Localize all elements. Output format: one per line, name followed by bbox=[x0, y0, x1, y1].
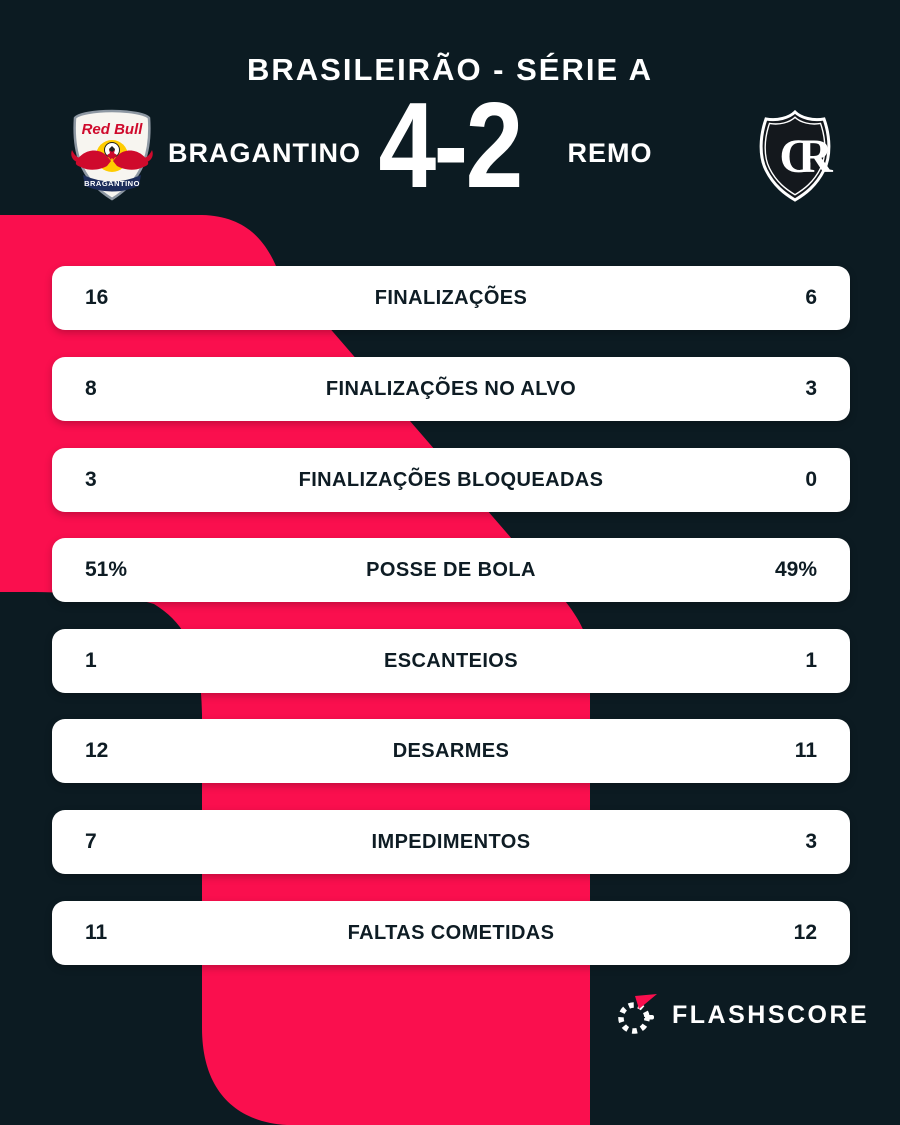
remo-logo: CR bbox=[759, 109, 845, 202]
away-stat-value: 11 bbox=[794, 739, 817, 762]
away-team-name: REMO bbox=[567, 138, 653, 168]
away-stat-value: 6 bbox=[805, 286, 817, 309]
score: 4-2 bbox=[0, 84, 900, 206]
stat-row-impedimentos: 7 IMPEDIMENTOS 3 bbox=[52, 810, 850, 874]
home-stat-value: 8 bbox=[85, 377, 97, 400]
flashscore-icon bbox=[618, 994, 657, 1034]
stat-label: ESCANTEIOS bbox=[383, 649, 519, 672]
score-separator: - bbox=[433, 77, 469, 213]
stat-label: IMPEDIMENTOS bbox=[371, 830, 531, 853]
stat-row-finalizacoes: 16 FINALIZAÇÕES 6 bbox=[52, 266, 850, 330]
score-digits: 4-2 bbox=[379, 84, 524, 206]
stat-row-finalizacoes-bloqueadas: 3 FINALIZAÇÕES BLOQUEADAS 0 bbox=[52, 448, 850, 512]
stat-row-escanteios: 1 ESCANTEIOS 1 bbox=[52, 629, 850, 693]
bragantino-banner bbox=[83, 175, 141, 192]
remo-shield bbox=[759, 109, 831, 202]
bragantino-logo: Red Bull BRAGANTINO bbox=[71, 109, 153, 201]
away-stat-value: 49% bbox=[774, 558, 817, 581]
redbull-wordmark: Red Bull bbox=[82, 121, 144, 138]
home-stat-value: 12 bbox=[85, 739, 109, 762]
away-score: 2 bbox=[465, 77, 524, 213]
home-stat-value: 16 bbox=[85, 286, 109, 309]
stat-label: FINALIZAÇÕES bbox=[374, 286, 528, 309]
stat-row-posse-de-bola: 51% POSSE DE BOLA 49% bbox=[52, 538, 850, 602]
home-stat-value: 7 bbox=[85, 830, 97, 853]
flashscore-brand: FLASHSCORE bbox=[616, 994, 869, 1036]
remo-shield-inner-line bbox=[764, 116, 826, 196]
flashscore-wordmark: FLASHSCORE bbox=[672, 1001, 870, 1029]
home-stat-value: 11 bbox=[85, 921, 108, 944]
away-stat-value: 0 bbox=[805, 468, 817, 491]
away-stat-value: 3 bbox=[805, 830, 817, 853]
stat-row-finalizacoes-no-alvo: 8 FINALIZAÇÕES NO ALVO 3 bbox=[52, 357, 850, 421]
flashscore-pennant bbox=[635, 994, 657, 1009]
stat-label: FALTAS COMETIDAS bbox=[347, 921, 555, 944]
home-team-name: BRAGANTINO bbox=[168, 138, 361, 168]
stat-row-faltas-cometidas: 11 FALTAS COMETIDAS 12 bbox=[52, 901, 850, 965]
bragantino-banner-text: BRAGANTINO bbox=[84, 179, 140, 188]
away-stat-value: 3 bbox=[805, 377, 817, 400]
home-score: 4 bbox=[378, 77, 437, 213]
stat-row-desarmes: 12 DESARMES 11 bbox=[52, 719, 850, 783]
competition-title: BRASILEIRÃO - SÉRIE A bbox=[247, 52, 653, 87]
stat-label: DESARMES bbox=[392, 739, 510, 762]
away-stat-value: 1 bbox=[805, 649, 817, 672]
home-stat-value: 51% bbox=[85, 558, 128, 581]
home-stat-value: 3 bbox=[85, 468, 97, 491]
bull-right bbox=[109, 150, 153, 170]
away-stat-value: 12 bbox=[793, 921, 817, 944]
flashscore-dash bbox=[645, 1015, 654, 1020]
stat-label: FINALIZAÇÕES NO ALVO bbox=[325, 377, 577, 400]
home-stat-value: 1 bbox=[85, 649, 97, 672]
stat-label: POSSE DE BOLA bbox=[366, 558, 536, 581]
stat-label: FINALIZAÇÕES BLOQUEADAS bbox=[298, 468, 604, 491]
